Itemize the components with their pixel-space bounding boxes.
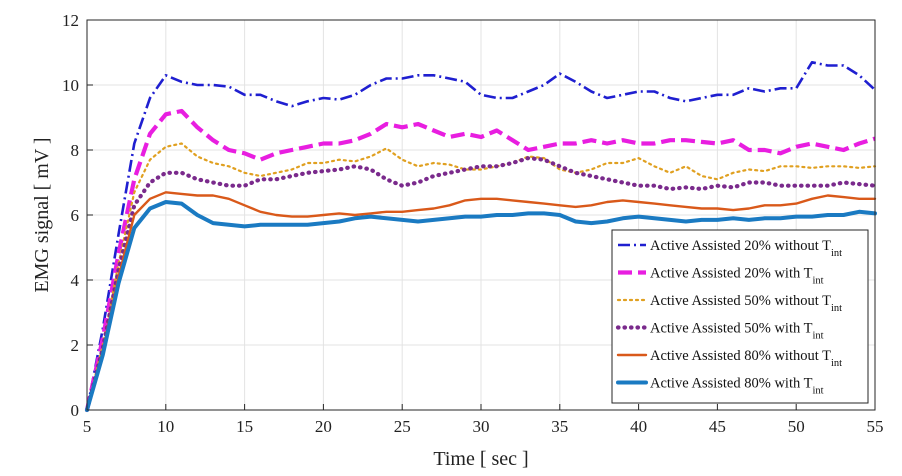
series-line-1	[85, 61, 876, 411]
y-tick-label: 12	[62, 11, 79, 30]
series-group	[84, 61, 878, 413]
x-tick-label: 35	[551, 417, 568, 436]
legend-label-2: Active Assisted 20% with Tint	[650, 266, 824, 287]
series-line-3	[85, 142, 877, 412]
series-line-5	[85, 191, 877, 412]
x-tick-label: 50	[788, 417, 805, 436]
legend-label-5: Active Assisted 80% without Tint	[650, 348, 842, 369]
legend-box	[611, 229, 869, 404]
y-tick-label: 4	[71, 271, 80, 290]
x-tick-labels: 5 10 15 20 25 30 35 40 45 50 55	[83, 404, 884, 436]
x-tick-label: 15	[236, 417, 253, 436]
y-tick-label: 10	[62, 76, 79, 95]
legend: Active Assisted 20% without Tint Active A…	[611, 229, 869, 404]
legend-label-1: Active Assisted 20% without Tint	[650, 238, 842, 259]
y-tick-label: 2	[71, 336, 80, 355]
y-tick-label: 0	[71, 401, 80, 420]
legend-label-6: Active Assisted 80% with Tint	[650, 376, 824, 397]
x-tick-label: 40	[630, 417, 647, 436]
x-axis-label: Time [ sec ]	[433, 448, 528, 470]
x-tick-label: 25	[394, 417, 411, 436]
y-axis-label: EMG signal [ mV ]	[31, 137, 53, 292]
y-tick-labels: 0 2 4 6 8 10 12	[62, 11, 93, 420]
legend-label-4: Active Assisted 50% with Tint	[650, 321, 824, 342]
y-tick-label: 8	[71, 141, 80, 160]
series-line-6	[85, 200, 877, 412]
x-tick-label: 5	[83, 417, 92, 436]
series-line-2	[84, 108, 876, 411]
legend-label-3: Active Assisted 50% without Tint	[650, 293, 842, 314]
y-tick-label: 6	[71, 206, 80, 225]
x-tick-label: 55	[867, 417, 884, 436]
x-tick-label: 45	[709, 417, 726, 436]
series-line-4	[84, 156, 878, 413]
x-tick-label: 10	[157, 417, 174, 436]
x-tick-label: 20	[315, 417, 332, 436]
x-tick-label: 30	[473, 417, 490, 436]
